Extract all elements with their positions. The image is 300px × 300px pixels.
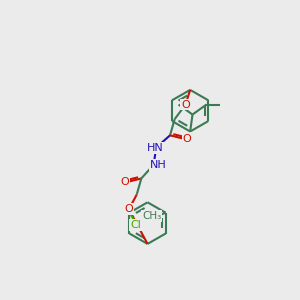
Text: O: O [120,177,129,187]
Text: NH: NH [150,160,167,170]
Text: Cl: Cl [130,220,141,230]
Text: O: O [124,204,133,214]
Text: O: O [183,134,191,144]
Text: O: O [181,100,190,110]
Text: HN: HN [147,143,164,153]
Text: CH₃: CH₃ [142,211,161,221]
